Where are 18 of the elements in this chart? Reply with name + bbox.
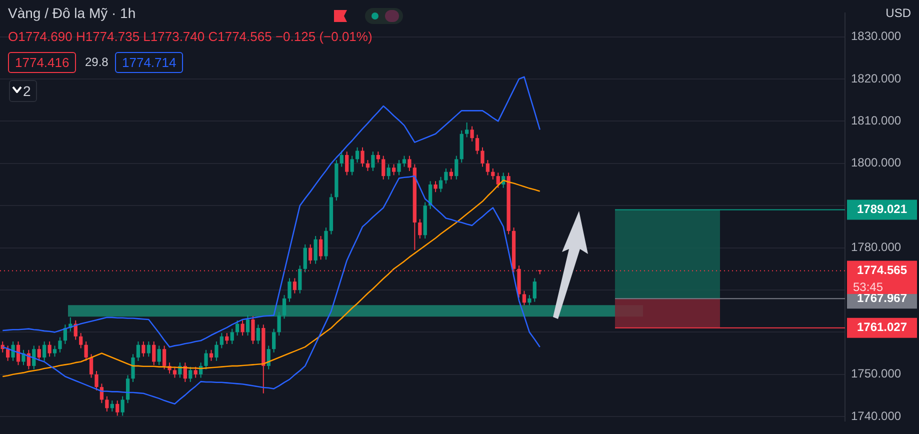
text: 53:45 <box>847 280 917 294</box>
ref-line-label: 1774.565 <box>856 263 908 278</box>
chart-title: Vàng / Đô la Mỹ · 1h <box>8 5 136 21</box>
y-tick-label: 1800.000 <box>851 156 902 170</box>
ref-line-label: 1789.021 <box>856 202 908 216</box>
y-tick-label: 1740.000 <box>851 408 902 423</box>
y-tick-label: 1750.000 <box>851 366 902 381</box>
annotation: 2 <box>23 83 31 99</box>
y-tick-label: 1810.000 <box>851 114 902 128</box>
ref-line-label: 1761.027 <box>856 320 908 334</box>
y-tick-label: 1820.000 <box>851 71 902 86</box>
y-tick-label: 1780.000 <box>851 240 902 254</box>
annotation: 1774.714 <box>115 52 184 73</box>
annotation: 29.8 <box>85 55 108 69</box>
annotation: 1774.416 <box>8 52 76 73</box>
y-tick-label: 1830.000 <box>851 29 902 44</box>
text: USD <box>886 6 911 20</box>
text: O1774.690 H1774.735 L1773.740 C1774.565 −0.125 (−0.01%) <box>8 29 372 44</box>
